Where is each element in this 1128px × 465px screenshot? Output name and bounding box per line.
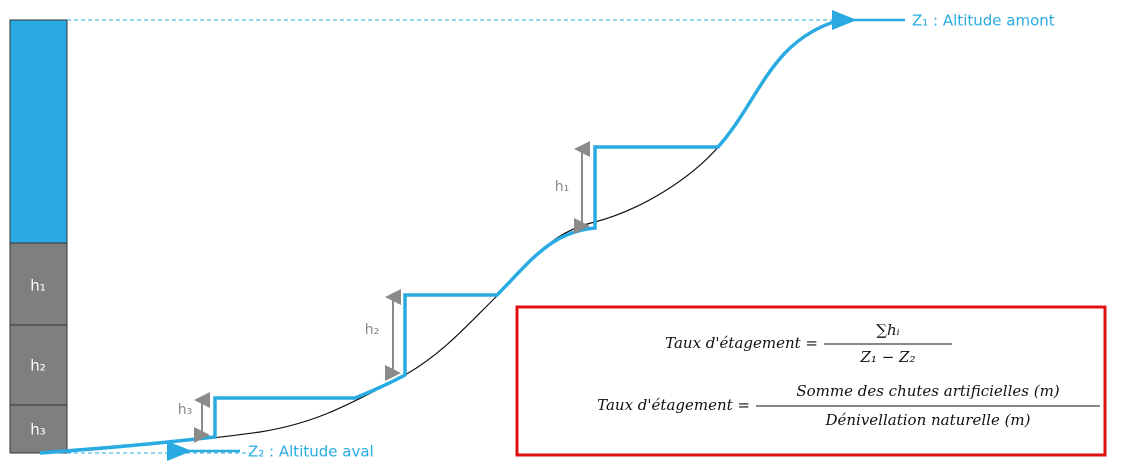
drop-bar bbox=[9, 242, 68, 326]
formula-box bbox=[515, 305, 1107, 457]
formula-lhs: Taux d'étagement = bbox=[597, 396, 750, 414]
formula-numerator: Somme des chutes artificielles (m) bbox=[796, 382, 1059, 400]
bar-label: h₂ bbox=[30, 357, 46, 375]
drop-label: h₃ bbox=[178, 402, 193, 418]
bar-label: h₃ bbox=[30, 421, 46, 439]
bar-label: h₁ bbox=[30, 277, 46, 295]
downstream-label: Z₂ : Altitude aval bbox=[248, 443, 374, 461]
formula-numerator: ∑hᵢ bbox=[876, 321, 899, 339]
drop-label: h₁ bbox=[555, 179, 570, 195]
water-profile bbox=[39, 18, 841, 455]
drop-bar bbox=[9, 324, 68, 406]
upstream-label: Z₁ : Altitude amont bbox=[912, 12, 1055, 30]
formula-lhs: Taux d'étagement = bbox=[665, 334, 818, 352]
formula-denominator: Dénivellation naturelle (m) bbox=[824, 411, 1030, 429]
water-bar bbox=[9, 19, 68, 244]
formula-denominator: Z₁ − Z₂ bbox=[860, 348, 916, 366]
drop-label: h₂ bbox=[365, 322, 380, 338]
drop-bar bbox=[9, 404, 68, 454]
